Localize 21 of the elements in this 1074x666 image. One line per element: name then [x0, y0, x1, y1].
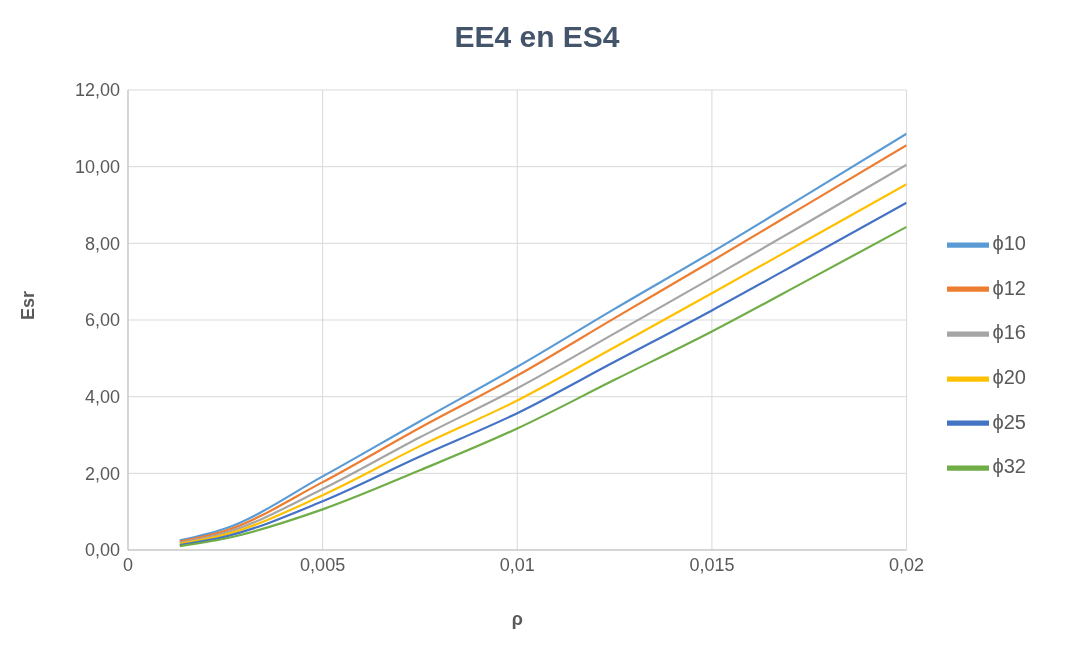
y-tick-label: 4,00 [84, 387, 120, 408]
x-tick-label: 0 [122, 554, 134, 575]
legend-label: ϕ16 [992, 321, 1026, 344]
legend-label: ϕ10 [992, 231, 1026, 254]
legend-label: ϕ25 [992, 410, 1026, 433]
x-tick-label: 0,02 [889, 554, 925, 575]
legend-label: ϕ12 [992, 276, 1026, 299]
x-tick-label: 0,005 [300, 554, 346, 575]
y-tick-label: 2,00 [84, 463, 120, 484]
legend-label: ϕ32 [992, 455, 1026, 478]
y-tick-label: 8,00 [84, 233, 120, 254]
y-tick-label: 12,00 [74, 80, 120, 101]
x-tick-label: 0,015 [689, 554, 735, 575]
y-axis-title: Esr [18, 290, 39, 320]
y-tick-label: 10,00 [74, 157, 120, 178]
x-axis-title: ρ [511, 609, 523, 629]
legend-label: ϕ20 [992, 366, 1026, 388]
y-tick-label: 0,00 [84, 540, 120, 561]
chart-title: EE4 en ES4 [453, 19, 621, 55]
x-tick-label: 0,01 [499, 554, 535, 575]
y-tick-label: 6,00 [84, 310, 120, 331]
